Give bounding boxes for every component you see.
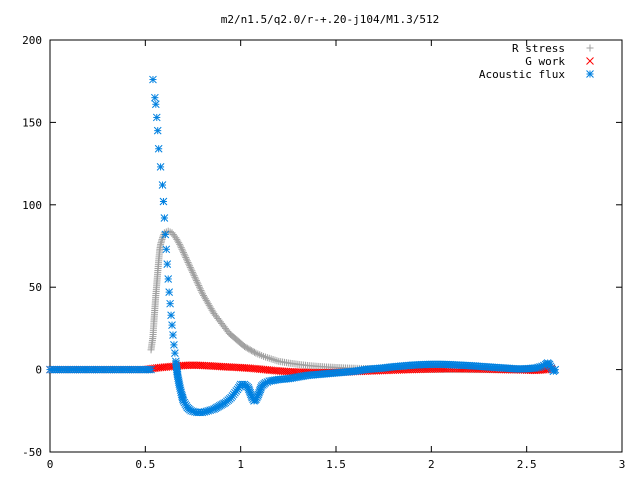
data-point xyxy=(192,275,200,283)
data-point xyxy=(176,242,184,250)
data-point xyxy=(192,361,201,370)
data-point xyxy=(185,361,194,370)
legend-marker xyxy=(586,57,594,65)
data-point xyxy=(193,278,201,286)
data-point xyxy=(195,283,203,291)
data-point xyxy=(160,214,169,222)
data-point xyxy=(179,249,187,257)
data-point xyxy=(183,361,192,370)
data-point xyxy=(187,265,195,273)
data-point xyxy=(166,299,174,308)
series-layer xyxy=(46,75,560,417)
x-tick-label: 0 xyxy=(47,458,54,471)
data-point xyxy=(185,260,193,268)
data-point xyxy=(181,361,190,370)
data-point xyxy=(189,361,197,370)
data-point xyxy=(156,163,165,171)
data-point xyxy=(176,240,184,248)
data-point xyxy=(181,252,189,260)
x-tick-label: 2 xyxy=(428,458,435,471)
data-point xyxy=(195,282,203,290)
data-point xyxy=(171,349,179,357)
series-acoustic-flux xyxy=(46,75,560,417)
legend-marker xyxy=(586,70,594,78)
data-point xyxy=(246,346,254,354)
data-point xyxy=(183,255,191,263)
data-point xyxy=(250,348,258,356)
data-point xyxy=(188,267,196,275)
data-point xyxy=(163,260,172,268)
chart-title: m2/n1.5/q2.0/r-+.20-j104/M1.3/512 xyxy=(221,13,440,26)
data-point xyxy=(194,280,202,288)
data-point xyxy=(151,93,159,102)
data-point xyxy=(186,263,194,271)
data-point xyxy=(179,361,188,370)
data-point xyxy=(180,250,188,258)
data-point xyxy=(179,247,187,255)
data-point xyxy=(551,365,560,374)
data-point xyxy=(192,277,200,285)
legend-marker xyxy=(586,44,594,52)
data-point xyxy=(189,268,197,276)
data-point xyxy=(240,343,248,351)
x-tick-label: 1.5 xyxy=(326,458,346,471)
data-point xyxy=(190,272,198,280)
data-point xyxy=(149,75,157,84)
data-point xyxy=(197,286,205,294)
data-point xyxy=(245,345,253,353)
data-point xyxy=(182,254,190,262)
data-point xyxy=(187,361,195,370)
data-point xyxy=(177,244,185,252)
data-point xyxy=(153,126,162,135)
data-point xyxy=(159,197,168,206)
data-point xyxy=(169,331,177,339)
x-tick-label: 3 xyxy=(619,458,626,471)
legend-label: G work xyxy=(525,55,565,68)
y-tick-label: 50 xyxy=(29,281,42,294)
x-tick-label: 0.5 xyxy=(135,458,155,471)
y-tick-label: 150 xyxy=(22,116,42,129)
legend-label: Acoustic flux xyxy=(479,68,565,81)
data-point xyxy=(175,239,183,247)
data-point xyxy=(184,258,192,266)
data-point xyxy=(248,347,256,355)
y-tick-label: 0 xyxy=(35,364,42,377)
data-point xyxy=(198,288,206,296)
axis-ticks: 0 0.5 1 1.5 2 2.5 3 -50 0 50 100 150 200 xyxy=(22,34,625,471)
data-point xyxy=(242,343,250,351)
data-point xyxy=(168,321,176,329)
data-point xyxy=(186,262,194,270)
data-point xyxy=(170,341,178,349)
data-point xyxy=(196,285,204,293)
data-point xyxy=(158,181,167,189)
data-point xyxy=(191,273,199,281)
data-point xyxy=(154,144,163,153)
data-point xyxy=(161,230,170,239)
data-point xyxy=(165,288,174,296)
data-point xyxy=(147,365,155,374)
data-point xyxy=(162,245,171,254)
data-point xyxy=(152,113,161,122)
data-point xyxy=(191,361,199,370)
x-tick-label: 1 xyxy=(237,458,244,471)
legend-label: R stress xyxy=(512,42,565,55)
data-point xyxy=(189,270,197,278)
y-tick-label: -50 xyxy=(22,446,42,459)
y-tick-label: 200 xyxy=(22,34,42,47)
y-tick-label: 100 xyxy=(22,199,42,212)
data-point xyxy=(243,344,251,352)
data-point xyxy=(164,275,173,283)
data-point xyxy=(194,361,203,370)
data-point xyxy=(151,100,160,109)
data-point xyxy=(183,257,191,265)
data-point xyxy=(178,245,186,253)
data-point xyxy=(249,347,257,355)
x-tick-label: 2.5 xyxy=(517,458,537,471)
data-point xyxy=(167,311,175,320)
